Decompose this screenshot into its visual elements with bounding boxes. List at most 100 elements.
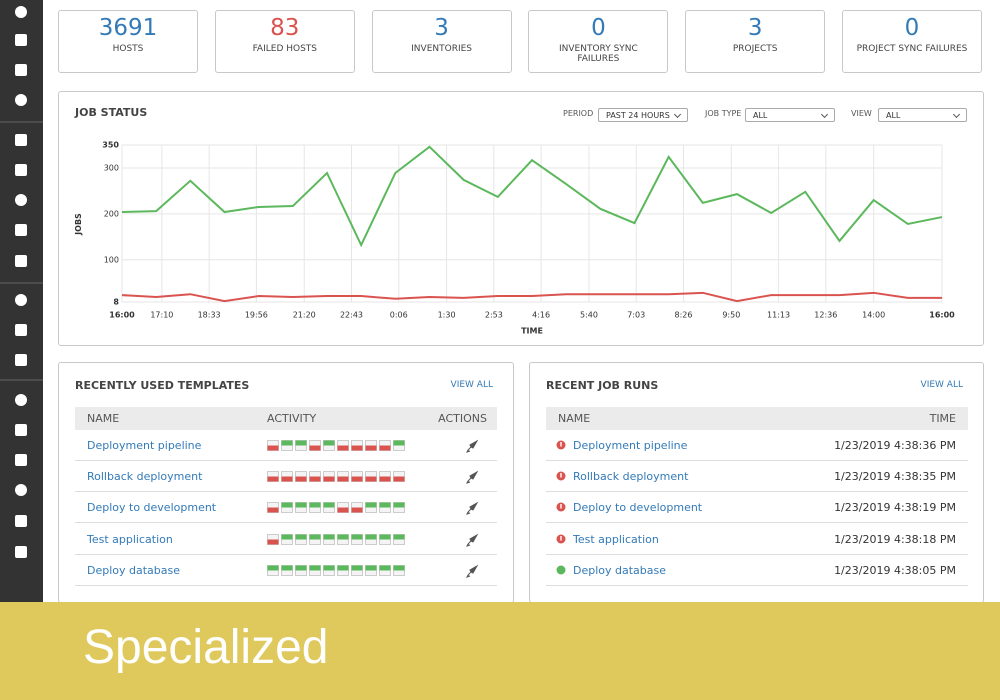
x-tick-label: 11:13 [767,311,790,320]
nav-icon[interactable] [15,64,27,76]
activity-status [295,565,307,571]
table-row: Deployment pipeline [75,430,497,461]
job-link[interactable]: Deploy to development [573,501,703,515]
nav-icon[interactable] [15,34,27,46]
launch-icon[interactable] [465,564,479,578]
x-tick-label: 21:20 [293,311,316,320]
activity-status [393,565,405,571]
stat-card[interactable]: 3 PROJECTS [685,10,826,73]
filter-select[interactable]: PAST 24 HOURS [598,108,688,122]
panel-title: RECENTLY USED TEMPLATES [75,379,250,392]
job-link[interactable]: Deployment pipeline [573,439,688,452]
nav-icon[interactable] [15,6,27,18]
series-line [121,145,943,248]
activity-status [365,502,377,508]
stat-card[interactable]: 0 INVENTORY SYNC FAILURES [528,10,669,73]
activity-status [379,565,391,571]
job-link[interactable]: Rollback deployment [573,470,689,484]
table-row: Rollback deployment 1/23/2019 4:38:35 PM [546,461,968,493]
stat-label: FAILED HOSTS [252,44,318,54]
templates-panel: RECENTLY USED TEMPLATES VIEW ALL NAME AC… [58,362,514,603]
nav-icon[interactable] [15,394,27,406]
x-axis-label: TIME [521,327,543,336]
activity-status [337,476,349,482]
banner-text: Specialized [83,621,329,674]
chart-title: JOB STATUS [74,106,147,119]
stat-label: INVENTORIES [411,44,473,54]
activity-status [267,507,279,513]
stat-value: 3 [434,15,449,41]
stat-value: 3 [747,15,763,41]
table-row: Deploy database [75,555,497,586]
filter-select[interactable]: ALL [878,108,967,122]
job-time: 1/23/2019 4:38:36 PM [834,439,956,452]
nav-icon[interactable] [15,194,27,206]
stat-value: 3691 [98,15,158,41]
launch-icon[interactable] [465,501,479,516]
template-link[interactable]: Deploy database [87,563,181,577]
launch-icon[interactable] [465,439,479,453]
template-link[interactable]: Test application [87,532,173,546]
stat-value: 0 [591,15,606,41]
template-link[interactable]: Deployment pipeline [87,439,202,452]
status-bang [560,442,562,447]
launch-icon[interactable] [465,470,479,485]
launch-icon[interactable] [465,533,479,547]
job-link[interactable]: Deploy database [573,563,667,577]
activity-status [337,534,349,540]
activity-status [393,534,405,540]
view-all-link[interactable]: VIEW ALL [450,380,493,390]
activity-status [267,445,279,451]
activity-status [351,565,363,571]
stat-card[interactable]: 83 FAILED HOSTS [214,10,355,73]
nav-icon[interactable] [15,424,27,436]
activity-status [365,445,377,451]
activity [267,564,405,576]
panel-title: RECENT JOB RUNS [546,379,659,392]
activity-status [379,502,391,508]
jobs-panel: RECENT JOB RUNS VIEW ALL NAME TIME Deplo… [529,362,984,603]
stat-card[interactable]: 3 INVENTORIES [371,10,512,73]
column-header: NAME [87,412,120,425]
stat-card[interactable]: 0 PROJECT SYNC FAILURES [842,10,982,73]
status-bang [560,473,562,478]
nav-icon[interactable] [15,454,27,466]
y-tick-label: 350 [102,141,119,150]
template-link[interactable]: Deploy to development [87,501,217,515]
nav-icon[interactable] [15,354,27,366]
activity [267,502,405,514]
job-link[interactable]: Test application [573,532,659,546]
x-tick-label: 1:30 [438,311,456,320]
nav-icon[interactable] [15,484,27,496]
template-link[interactable]: Rollback deployment [87,470,203,484]
stat-label: HOSTS [112,44,144,54]
view-all-link[interactable]: VIEW ALL [920,380,963,390]
nav-icon[interactable] [15,224,27,236]
nav-icon[interactable] [15,515,27,527]
nav-icon[interactable] [15,134,27,146]
y-tick-label: 8 [113,298,119,307]
x-tick-label: 2:53 [485,311,503,320]
nav-icon[interactable] [15,255,27,267]
job-time: 1/23/2019 4:38:35 PM [834,470,956,484]
x-tick-label: 0:06 [390,311,408,320]
stat-value: 0 [904,15,920,41]
nav-icon[interactable] [15,94,27,106]
nav-icon[interactable] [15,294,27,306]
nav-icon[interactable] [15,324,27,336]
activity-status [379,534,391,540]
stat-label: INVENTORY SYNC FAILURES [558,44,638,64]
activity-status [323,502,335,508]
filter-select[interactable]: ALL [745,108,835,122]
stat-card[interactable]: 3691 HOSTS [58,10,198,73]
x-tick-label: 9:50 [722,311,740,320]
job-status-chart: JOB STATUS JOBS TIME 8 100 200 300 350 16:00 1… [74,106,955,336]
activity-status [323,440,335,446]
nav-icon[interactable] [15,546,27,558]
table-row: Deployment pipeline 1/23/2019 4:38:36 PM [546,430,968,461]
activity-status [281,502,293,508]
nav-icon[interactable] [15,164,27,176]
activity-status [337,565,349,571]
y-axis-label: JOBS [74,213,83,236]
